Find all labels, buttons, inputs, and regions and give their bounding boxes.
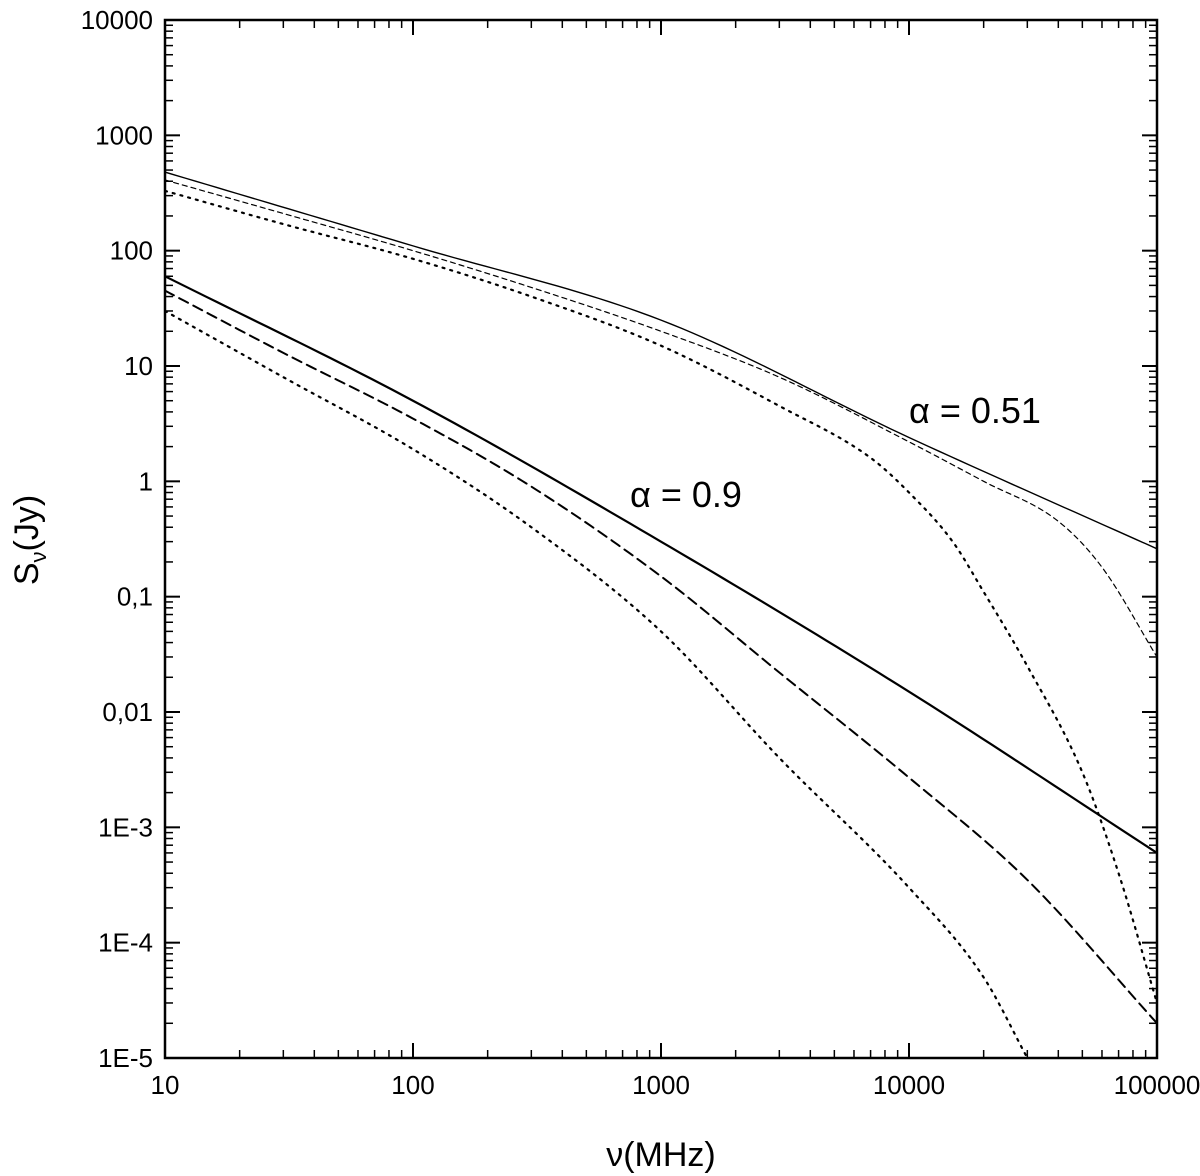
y-tick-label: 10000 bbox=[81, 5, 153, 35]
y-axis-label: Sν(Jy) bbox=[8, 495, 51, 585]
alpha-annotation: α = 0.51 bbox=[909, 390, 1041, 431]
y-tick-label: 1E-4 bbox=[98, 928, 153, 958]
x-tick-labels: 10 100 1000 10000 100000 bbox=[151, 1070, 1200, 1100]
y-tick-label: 0,01 bbox=[102, 697, 153, 727]
series-line-3-dotted bbox=[165, 189, 1157, 1005]
x-tick-label: 10000 bbox=[873, 1070, 945, 1100]
y-tick-label: 100 bbox=[110, 236, 153, 266]
x-tick-label: 1000 bbox=[632, 1070, 690, 1100]
series-line-4-solid-thick bbox=[165, 275, 1157, 855]
x-axis-label: ν(MHz) bbox=[606, 1136, 716, 1174]
series-layer bbox=[165, 171, 1157, 1058]
annotations: α = 0.51 α = 0.9 bbox=[630, 390, 1041, 515]
x-tick-label: 100000 bbox=[1114, 1070, 1200, 1100]
alpha-annotation: α = 0.9 bbox=[630, 474, 742, 515]
x-tick-label: 10 bbox=[151, 1070, 180, 1100]
y-tick-label: 10 bbox=[124, 351, 153, 381]
series-line-6-dotted bbox=[165, 309, 1029, 1058]
y-tick-label: 1E-3 bbox=[98, 812, 153, 842]
y-tick-label: 0,1 bbox=[117, 582, 153, 612]
y-tick-label: 1E-5 bbox=[98, 1043, 153, 1073]
series-line-5-dashed bbox=[165, 289, 1157, 1025]
y-tick-label: 1 bbox=[139, 466, 153, 496]
y-axis-label-main: S bbox=[8, 562, 46, 585]
plot-frame bbox=[163, 18, 1159, 1060]
minor-ticks bbox=[165, 20, 1157, 1058]
x-tick-label: 100 bbox=[391, 1070, 434, 1100]
series-line-1-solid-thin bbox=[165, 171, 1157, 550]
y-tick-label: 1000 bbox=[95, 120, 153, 150]
major-ticks bbox=[164, 19, 1158, 1059]
y-axis-label-unit: (Jy) bbox=[8, 495, 46, 552]
y-tick-labels: 1E-5 1E-4 1E-3 0,01 0,1 1 10 100 1000 10000 bbox=[81, 5, 153, 1073]
y-axis-label-sub: ν bbox=[26, 551, 51, 562]
